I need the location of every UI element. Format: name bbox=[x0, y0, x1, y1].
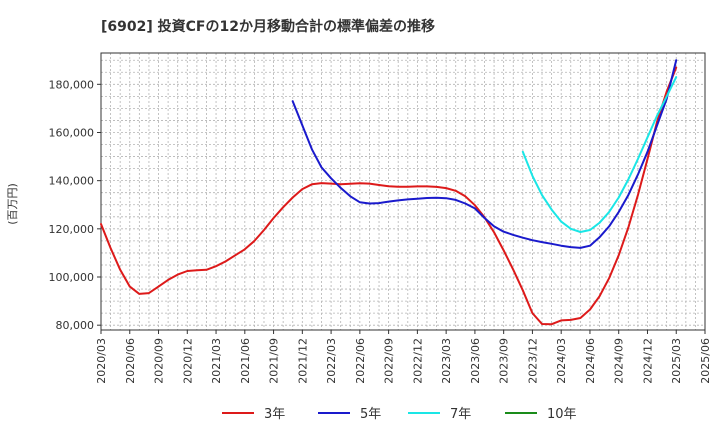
series-line bbox=[291, 59, 678, 249]
legend-label: 7年 bbox=[450, 407, 471, 422]
y-tick-label: 80,000 bbox=[56, 319, 95, 332]
x-tick-label: 2023/12 bbox=[526, 338, 539, 384]
series-line bbox=[521, 76, 678, 233]
x-tick-label: 2023/06 bbox=[469, 338, 482, 384]
y-tick-label: 160,000 bbox=[49, 126, 95, 139]
x-tick-label: 2024/12 bbox=[641, 338, 654, 384]
y-tick-label: 100,000 bbox=[49, 271, 95, 284]
x-tick-label: 2022/09 bbox=[383, 338, 396, 384]
y-tick-label: 120,000 bbox=[49, 223, 95, 236]
x-tick-label: 2021/03 bbox=[210, 338, 223, 384]
x-tick-label: 2024/09 bbox=[613, 338, 626, 384]
x-tick-label: 2022/03 bbox=[325, 338, 338, 384]
x-tick-label: 2025/03 bbox=[670, 338, 683, 384]
legend-label: 10年 bbox=[547, 407, 577, 422]
x-tick-label: 2021/06 bbox=[239, 338, 252, 384]
x-tick-label: 2021/09 bbox=[268, 338, 281, 384]
x-tick-label: 2023/09 bbox=[498, 338, 511, 384]
y-tick-label: 180,000 bbox=[49, 78, 95, 91]
x-tick-label: 2020/06 bbox=[124, 338, 137, 384]
x-tick-label: 2024/06 bbox=[584, 338, 597, 384]
grid-lines bbox=[101, 53, 705, 330]
series-lines bbox=[100, 59, 678, 326]
chart-title: [6902] 投資CFの12か月移動合計の標準偏差の推移 bbox=[101, 18, 435, 35]
legend-label: 5年 bbox=[360, 407, 381, 422]
y-axis-label: (百万円) bbox=[6, 183, 19, 225]
x-tick-label: 2020/03 bbox=[95, 338, 108, 384]
x-tick-label: 2022/12 bbox=[411, 338, 424, 384]
plot-area bbox=[100, 52, 706, 331]
x-tick-label: 2020/09 bbox=[153, 338, 166, 384]
x-tick-label: 2022/06 bbox=[354, 338, 367, 384]
x-tick-label: 2025/06 bbox=[699, 338, 712, 384]
x-tick-label: 2020/12 bbox=[181, 338, 194, 384]
x-tick-label: 2021/12 bbox=[296, 338, 309, 384]
y-axis: 80,000 100,000 120,000 140,000 160,000 180,00… bbox=[49, 78, 101, 332]
y-tick-label: 140,000 bbox=[49, 175, 95, 188]
x-tick-label: 2024/03 bbox=[555, 338, 568, 384]
series-line bbox=[100, 66, 678, 326]
legend: 3年 5年 7年 10年 bbox=[222, 407, 577, 422]
legend-label: 3年 bbox=[264, 407, 285, 422]
x-tick-label: 2023/03 bbox=[440, 338, 453, 384]
x-axis: 2020/03 2020/06 2020/09 2020/12 2021/03 2021/… bbox=[95, 330, 712, 384]
